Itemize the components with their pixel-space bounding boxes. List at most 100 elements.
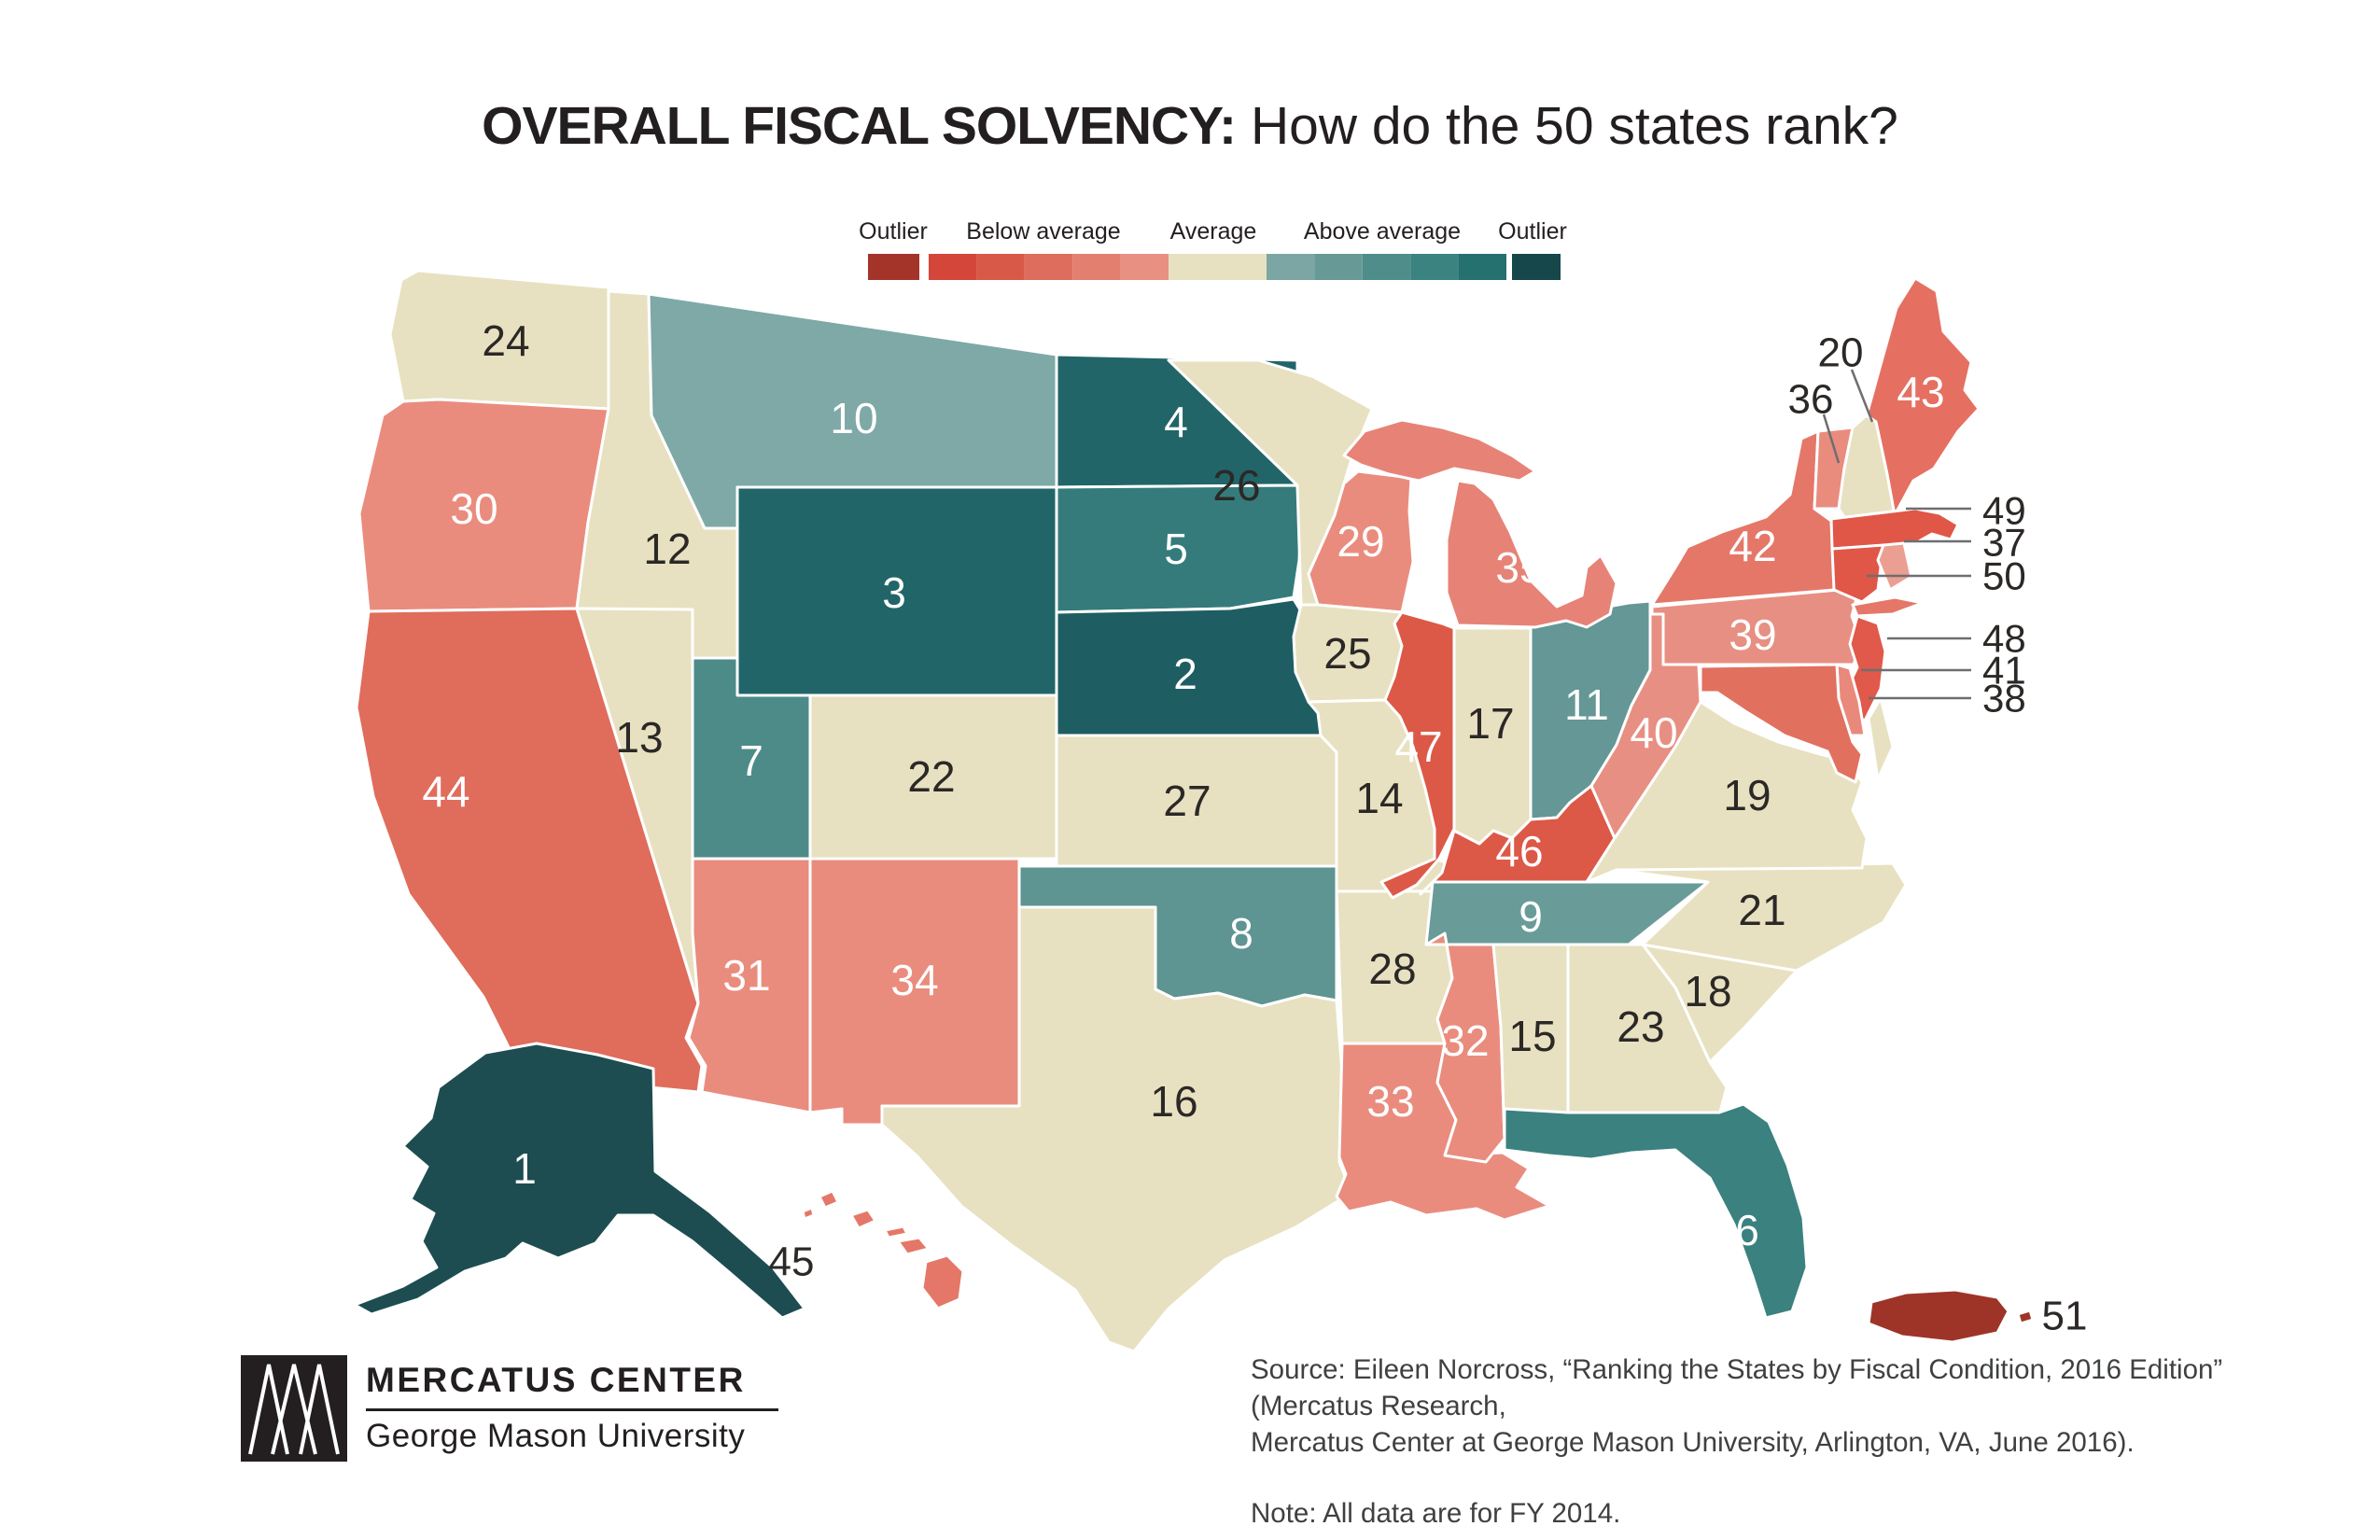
state-shape-MI: [1445, 479, 1618, 629]
page-title-emphasis: OVERALL FISCAL SOLVENCY:: [482, 96, 1237, 156]
state-shape-PR-part2: [2016, 1309, 2035, 1325]
callout-line-VT: [1822, 413, 1841, 464]
state-shape-HI-part6: [920, 1253, 965, 1310]
legend: Outlier Below average Average Above average…: [859, 218, 1567, 280]
state-rank-label-MO: 14: [1355, 774, 1403, 822]
state-rank-label-FL: 6: [1735, 1206, 1759, 1254]
callout-layer: [1822, 369, 1971, 700]
source-line-1: Source: Eileen Norcross, “Ranking the St…: [1251, 1354, 2223, 1422]
state-rank-label-NJ: 48: [1982, 617, 2026, 661]
state-rank-label-NH: 20: [1818, 330, 1864, 376]
state-rank-label-WA: 24: [482, 316, 529, 365]
state-shape-FL: [1503, 1102, 1809, 1320]
state-shape-NY-part2: [1851, 595, 1925, 618]
state-rank-label-KY: 46: [1495, 827, 1543, 875]
legend-swatch-below-average-4: [1072, 254, 1121, 280]
state-rank-label-OH: 11: [1564, 680, 1609, 729]
state-rank-label-SC: 18: [1684, 967, 1731, 1015]
legend-label-average-2: Average: [1170, 218, 1257, 245]
state-rank-label-CO: 22: [907, 752, 955, 801]
mercatus-logo-text: MERCATUS CENTER George Mason University: [366, 1355, 778, 1455]
state-rank-label-UT: 7: [739, 736, 763, 785]
legend-swatch-outlier-high: [1512, 254, 1561, 280]
state-rank-label-PA: 39: [1729, 610, 1776, 659]
state-shape-HI-part4: [883, 1225, 909, 1239]
legend-swatch-below-average-1: [929, 254, 977, 280]
state-shape-TX: [880, 905, 1353, 1353]
legend-label-below-average-1: Below average: [966, 218, 1120, 245]
logo-rule: [366, 1408, 778, 1411]
legend-label-above-average-3: Above average: [1304, 218, 1461, 245]
state-rank-label-MS: 32: [1441, 1016, 1489, 1065]
mercatus-logo: MERCATUS CENTER George Mason University: [241, 1355, 778, 1462]
state-rank-label-MI: 35: [1495, 543, 1543, 592]
note-line: Note: All data are for FY 2014.: [1251, 1497, 1621, 1529]
state-rank-label-AZ: 31: [722, 951, 770, 1000]
mercatus-logo-mark: [241, 1355, 347, 1462]
state-rank-label-WY: 3: [882, 568, 906, 617]
state-rank-label-SD: 5: [1164, 525, 1188, 573]
state-rank-label-MA: 49: [1982, 489, 2026, 533]
state-rank-label-VA: 19: [1723, 771, 1771, 819]
legend-swatch-below-average-3: [1024, 254, 1073, 280]
legend-label-outlier-0: Outlier: [859, 218, 928, 245]
source-line-2: Mercatus Center at George Mason Universi…: [1251, 1427, 2135, 1459]
page-title-rest: How do the 50 states rank?: [1250, 96, 1898, 156]
state-shape-RI: [1876, 541, 1913, 592]
state-shape-VA-part2: [1867, 696, 1895, 781]
state-shape-CT: [1830, 543, 1885, 604]
legend-swatch-average: [1169, 254, 1267, 280]
state-shape-MI-part2: [1342, 418, 1537, 483]
state-rank-label-NE: 2: [1173, 650, 1197, 698]
legend-swatch-above-average-2: [1314, 254, 1363, 280]
legend-swatch-above-average-5: [1458, 254, 1506, 280]
state-rank-label-AK: 1: [512, 1144, 537, 1193]
callout-line-NH: [1850, 369, 1874, 423]
legend-swatch-below-average-2: [976, 254, 1025, 280]
state-rank-label-WV: 40: [1630, 708, 1677, 757]
page-title: OVERALL FISCAL SOLVENCY: How do the 50 st…: [0, 95, 2380, 157]
legend-swatch-above-average-4: [1410, 254, 1459, 280]
state-rank-label-CA: 44: [422, 767, 469, 816]
state-rank-label-NY: 42: [1729, 522, 1776, 570]
state-rank-label-ME: 43: [1897, 368, 1944, 416]
state-rank-label-OR: 30: [450, 484, 497, 533]
states-layer: [353, 269, 2035, 1353]
state-rank-label-IL: 47: [1394, 722, 1442, 771]
state-shape-HI-part2: [801, 1206, 816, 1221]
state-rank-label-OK: 8: [1229, 909, 1253, 958]
state-rank-label-IN: 17: [1466, 699, 1514, 748]
legend-swatch-above-average-3: [1362, 254, 1411, 280]
state-rank-label-ND: 4: [1164, 398, 1188, 446]
state-shape-HI-part5: [896, 1236, 931, 1256]
state-rank-label-MT: 10: [830, 394, 877, 442]
state-rank-label-HI: 45: [769, 1239, 815, 1285]
legend-swatch-below-average-5: [1120, 254, 1169, 280]
state-rank-label-NM: 34: [890, 956, 938, 1004]
state-rank-label-KS: 27: [1163, 777, 1211, 825]
legend-swatch-above-average-1: [1267, 254, 1315, 280]
state-rank-label-TX: 16: [1150, 1077, 1197, 1126]
state-shape-NC: [1615, 861, 1908, 973]
state-rank-label-VT: 36: [1788, 377, 1834, 423]
state-rank-label-TN: 9: [1519, 892, 1543, 941]
logo-title: MERCATUS CENTER: [366, 1361, 746, 1399]
state-rank-label-WI: 29: [1337, 517, 1384, 566]
state-rank-label-AL: 15: [1508, 1012, 1556, 1060]
state-shape-AK: [353, 1042, 806, 1320]
state-rank-label-PR: 51: [2042, 1294, 2088, 1339]
state-rank-label-IA: 25: [1323, 629, 1371, 678]
state-rank-label-NC: 21: [1738, 886, 1785, 934]
state-shape-ME: [1865, 276, 1981, 517]
legend-label-outlier-4: Outlier: [1498, 218, 1567, 245]
logo-subtitle: George Mason University: [366, 1418, 746, 1454]
state-rank-label-MD: 41: [1982, 649, 2026, 693]
state-shape-HI-part3: [849, 1208, 877, 1230]
state-rank-label-DE: 38: [1982, 677, 2026, 721]
state-rank-label-LA: 33: [1366, 1077, 1414, 1126]
state-rank-label-AR: 28: [1368, 945, 1416, 993]
state-shape-PR: [1867, 1288, 2010, 1344]
